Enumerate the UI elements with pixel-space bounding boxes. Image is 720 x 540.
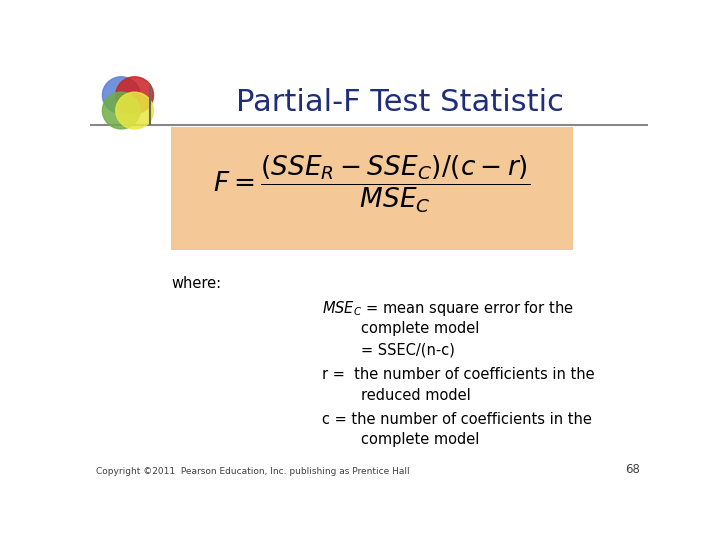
Text: complete model: complete model	[361, 321, 479, 336]
Text: c = the number of coefficients in the: c = the number of coefficients in the	[322, 411, 591, 427]
Text: complete model: complete model	[361, 433, 479, 447]
Text: Partial-F Test Statistic: Partial-F Test Statistic	[235, 87, 564, 117]
Text: 68: 68	[625, 463, 639, 476]
Text: reduced model: reduced model	[361, 388, 470, 403]
Ellipse shape	[116, 77, 153, 113]
Text: Copyright ©2011  Pearson Education, Inc. publishing as Prentice Hall: Copyright ©2011 Pearson Education, Inc. …	[96, 467, 409, 476]
FancyBboxPatch shape	[171, 127, 572, 250]
Ellipse shape	[116, 92, 153, 129]
Ellipse shape	[102, 77, 140, 113]
Text: $\mathit{F} = \dfrac{(\mathit{SSE}_R - \mathit{SSE}_C)/(\mathit{c} - \mathit{r}): $\mathit{F} = \dfrac{(\mathit{SSE}_R - \…	[213, 154, 531, 215]
Text: r =  the number of coefficients in the: r = the number of coefficients in the	[322, 367, 594, 382]
Text: = SSEC/(n-c): = SSEC/(n-c)	[361, 342, 454, 357]
Ellipse shape	[102, 92, 140, 129]
Text: $\mathit{MSE}_C$ = mean square error for the: $\mathit{MSE}_C$ = mean square error for…	[322, 299, 573, 318]
Text: where:: where:	[171, 275, 221, 291]
